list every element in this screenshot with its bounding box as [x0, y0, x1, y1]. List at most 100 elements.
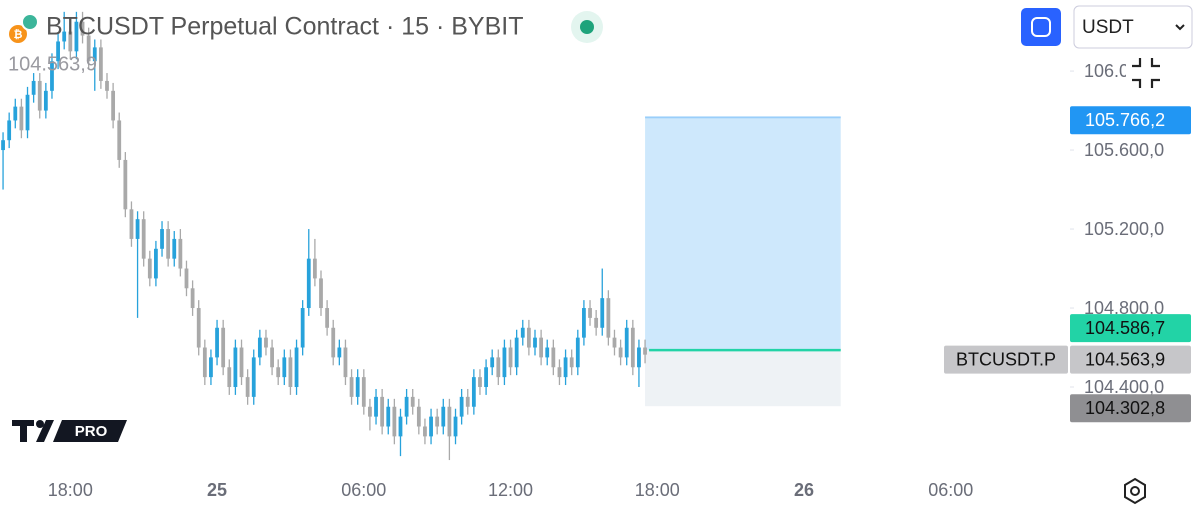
candle-body	[74, 21, 79, 52]
x-tick-label: 26	[794, 480, 814, 500]
candle-body	[43, 90, 48, 111]
symbol-label: BTCUSDT.P	[956, 349, 1056, 369]
candle-body	[25, 94, 30, 131]
layout-button[interactable]	[1021, 8, 1061, 46]
candle-body	[526, 327, 531, 348]
candle-body	[251, 357, 256, 397]
candle-body	[539, 337, 544, 358]
candle-body	[172, 238, 177, 259]
exchange-icon	[21, 13, 39, 31]
logo-badge: PRO	[75, 423, 108, 440]
candle-body	[147, 258, 152, 279]
candle-body	[62, 31, 67, 42]
candle-body	[233, 347, 238, 388]
candle-body	[312, 258, 317, 279]
candle-body	[123, 159, 128, 210]
candle-body	[56, 41, 60, 62]
candle-body	[624, 327, 629, 358]
candle-body	[423, 426, 427, 437]
candle-body	[533, 337, 537, 348]
candle-body	[508, 347, 513, 368]
candle-body	[630, 327, 635, 368]
candle-body	[270, 347, 274, 368]
candle-body	[202, 347, 207, 378]
candle-body	[325, 308, 330, 328]
candle-body	[288, 357, 293, 388]
candle-body	[215, 327, 219, 358]
candle-body	[135, 219, 140, 239]
price-tag-label: 104.302,8	[1085, 398, 1165, 418]
y-tick-label: 104.400,0	[1084, 377, 1164, 397]
candle-body	[98, 47, 103, 81]
candle-body	[319, 278, 323, 309]
candle-body	[575, 337, 580, 368]
candle-body	[282, 357, 287, 378]
candle-body	[306, 258, 311, 309]
symbol-tag	[944, 345, 1068, 374]
status-dot	[580, 20, 594, 34]
price-tag-label: 104.586,7	[1085, 318, 1165, 338]
candle-body	[600, 298, 605, 328]
x-tick-label: 06:00	[928, 480, 973, 500]
candle-body	[239, 347, 244, 378]
candle-body	[618, 347, 623, 358]
x-tick-label: 18:00	[635, 480, 680, 500]
candle-body	[514, 337, 519, 368]
loss-zone	[645, 350, 841, 407]
plot-area	[1, 11, 841, 461]
last-price-label: 104.563,9	[1085, 349, 1165, 369]
candle-body	[337, 347, 342, 358]
candle-body	[31, 80, 36, 95]
icon-backdrop	[1126, 54, 1166, 92]
candle-body	[141, 219, 146, 259]
candle-body	[117, 120, 122, 160]
x-tick-label: 25	[207, 480, 227, 500]
candle-body	[196, 308, 201, 348]
candle-body	[569, 357, 574, 368]
candle-body	[643, 347, 647, 355]
price-tag	[1070, 106, 1191, 135]
candle-body	[594, 317, 599, 328]
settings-icon[interactable]	[1124, 477, 1146, 505]
candle-body	[276, 367, 281, 378]
candle-body	[582, 308, 586, 338]
candle-body	[19, 106, 24, 131]
candle-body	[68, 31, 73, 52]
candle-body	[380, 396, 385, 427]
candle-body	[453, 416, 458, 437]
candle-body	[496, 357, 501, 378]
candle-body	[416, 406, 421, 427]
candle-body	[374, 396, 378, 417]
candle-body	[154, 248, 158, 279]
candle-body	[563, 357, 568, 378]
candle-body	[484, 367, 488, 388]
candle-body	[257, 337, 262, 358]
candle-body	[184, 268, 189, 289]
currency-select[interactable]	[1073, 5, 1193, 49]
candle-body	[50, 61, 54, 91]
chart-title: BTCUSDT Perpetual Contract · 15 · BYBIT	[46, 13, 523, 41]
candle-body	[111, 90, 116, 121]
candle-body	[105, 80, 109, 91]
currency-label: USDT	[1082, 17, 1134, 38]
header-price: 104.563,9	[8, 53, 97, 75]
tv-logo: PRO	[12, 420, 127, 442]
candle-body	[606, 298, 611, 338]
candle-body	[37, 80, 42, 111]
candle-body	[209, 357, 213, 378]
last-price-tag	[1070, 345, 1191, 374]
candle-body	[557, 367, 562, 378]
candle-body	[294, 347, 299, 388]
y-tick-label: 105.600,0	[1084, 140, 1164, 160]
candle-body	[502, 347, 507, 378]
candle-body	[637, 347, 641, 368]
fullscreen-icon[interactable]	[1126, 54, 1166, 92]
candle-body	[178, 238, 183, 269]
candle-body	[361, 377, 366, 407]
y-tick-label: 104.800,0	[1084, 298, 1164, 318]
candle-body	[349, 377, 354, 397]
candle-body	[227, 367, 232, 388]
candle-body	[245, 377, 250, 397]
candle-body	[13, 106, 18, 121]
